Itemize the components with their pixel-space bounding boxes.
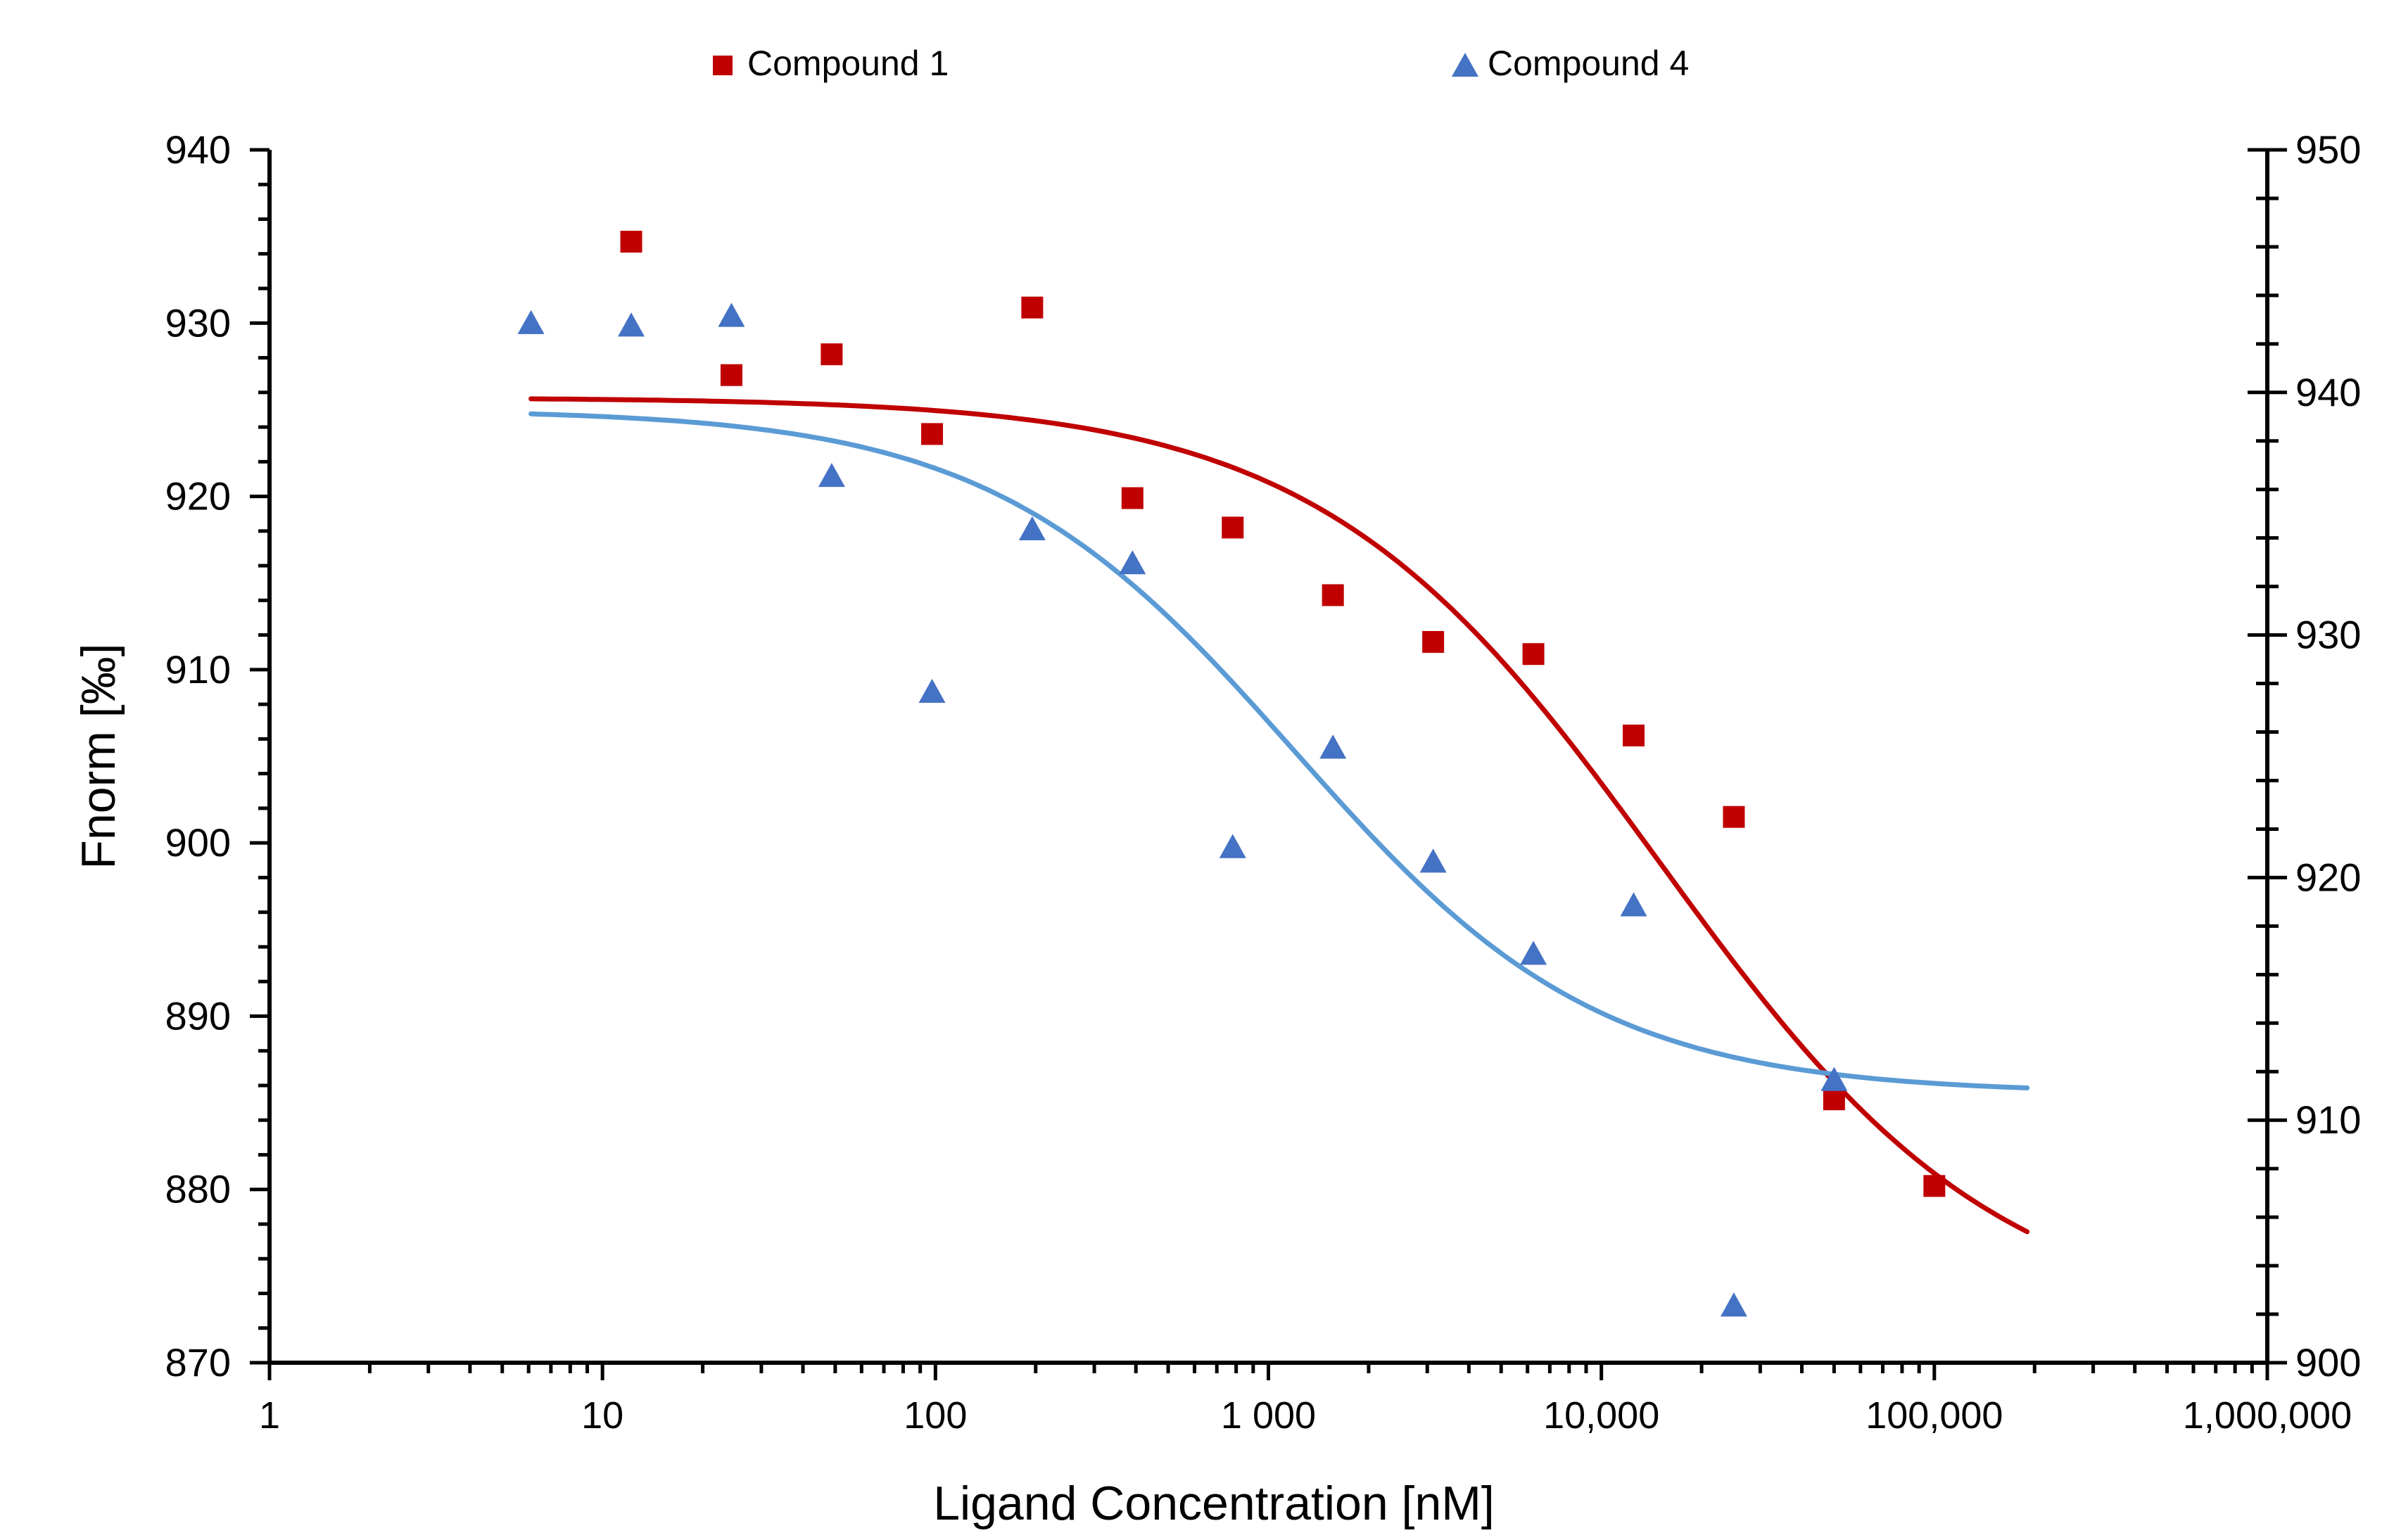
axes: 1 10 100 1 000 10,000 100,000 1,000,000 870 880 8… [165,127,2362,1437]
y-tick-label: 870 [165,1340,231,1385]
x-tick-label: 1 000 [1221,1394,1316,1437]
data-point-compound-1[interactable] [720,364,742,386]
fit-curve-compound-1[interactable] [528,396,2030,1235]
data-point-compound-4[interactable] [1018,516,1046,541]
data-point-compound-1[interactable] [1623,724,1645,746]
data-point-compound-4[interactable] [1119,550,1146,575]
fit-curves [528,396,2030,1235]
data-point-compound-4[interactable] [1219,834,1246,858]
data-point-compound-1[interactable] [1723,806,1745,828]
data-point-compound-4[interactable] [618,312,645,337]
data-point-compound-4[interactable] [1720,1292,1747,1317]
data-point-compound-1[interactable] [921,423,944,445]
y2-tick-label: 910 [2295,1097,2361,1142]
data-point-compound-4[interactable] [818,462,845,488]
y2-tick-label: 950 [2295,127,2361,172]
y2-tick-label: 900 [2295,1340,2361,1385]
data-point-compound-1[interactable] [1923,1175,1946,1197]
data-point-compound-4[interactable] [918,678,946,704]
y-tick-label: 890 [165,993,231,1038]
fit-curve-compound-4[interactable] [528,411,2030,1090]
data-point-compound-4[interactable] [1319,734,1347,759]
y-axis-title: Fnorm [‰] [72,643,125,869]
data-point-compound-1[interactable] [620,231,642,253]
x-tick-label: 100,000 [1865,1394,2003,1437]
y2-tick-label: 930 [2295,613,2361,657]
x-tick-label: 10 [581,1394,623,1437]
y-tick-label: 920 [165,474,231,518]
legend-marker-triangle [1452,53,1478,77]
legend-entry-compound-1[interactable]: Compound 1 [713,44,949,83]
data-point-compound-4[interactable] [718,303,745,327]
x-tick-label: 1,000,000 [2183,1394,2352,1437]
x-axis-title: Ligand Concentration [nM] [933,1477,1495,1530]
y-tick-label: 900 [165,820,231,865]
data-point-compound-1[interactable] [1322,584,1344,606]
data-point-compound-1[interactable] [821,343,843,366]
y-tick-label: 940 [165,127,231,172]
legend-marker-square [713,56,733,75]
x-tick-label: 100 [904,1394,967,1437]
y-tick-label: 930 [165,300,231,345]
x-tick-label: 10,000 [1543,1394,1659,1437]
data-points [517,231,1946,1317]
data-point-compound-1[interactable] [1522,643,1545,666]
data-point-compound-4[interactable] [1419,848,1447,873]
data-point-compound-1[interactable] [1222,516,1244,539]
x-tick-label: 1 [259,1394,280,1437]
legend-label: Compound 4 [1488,44,1689,83]
y-tick-label: 880 [165,1167,231,1211]
data-point-compound-1[interactable] [1422,630,1445,653]
data-point-compound-1[interactable] [1823,1088,1845,1111]
data-point-compound-1[interactable] [1021,296,1044,319]
y2-tick-label: 920 [2295,855,2361,899]
y-tick-label: 910 [165,647,231,692]
y2-tick-label: 940 [2295,370,2361,414]
legend: Compound 1 Compound 4 [713,44,1689,83]
data-point-compound-4[interactable] [1820,1067,1848,1091]
data-point-compound-4[interactable] [517,310,545,334]
data-point-compound-4[interactable] [1520,941,1547,965]
legend-entry-compound-4[interactable]: Compound 4 [1452,44,1689,83]
data-point-compound-1[interactable] [1121,487,1144,509]
data-point-compound-4[interactable] [1620,892,1647,917]
legend-label: Compound 1 [747,44,949,83]
